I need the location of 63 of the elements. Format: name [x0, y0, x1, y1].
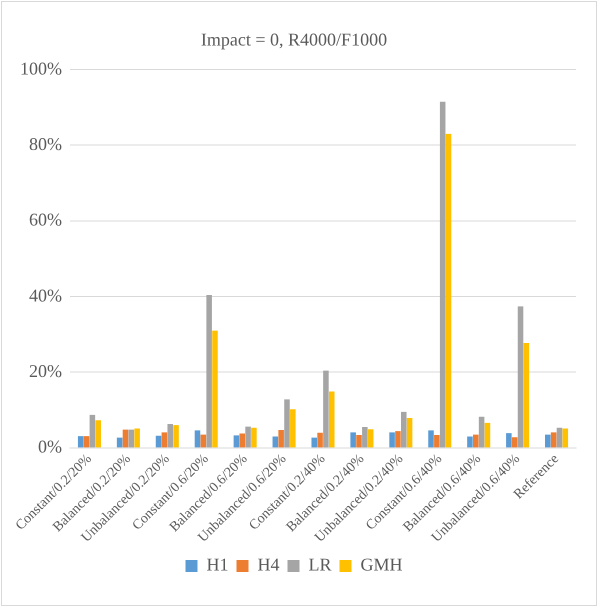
bar — [473, 434, 479, 448]
legend-label: H1 — [206, 554, 228, 575]
bar — [234, 435, 240, 448]
legend-label: H4 — [258, 554, 280, 575]
bar — [290, 409, 296, 448]
bar — [200, 434, 206, 448]
bar — [440, 102, 446, 448]
bar — [317, 432, 323, 448]
bar — [284, 399, 290, 448]
bar — [556, 428, 562, 448]
bar — [239, 433, 246, 448]
bar — [428, 430, 434, 448]
bar — [328, 391, 335, 448]
y-tick-label: 20% — [28, 360, 62, 381]
bar — [167, 424, 173, 448]
bar — [251, 428, 257, 448]
bar — [134, 428, 140, 448]
bar — [356, 434, 362, 448]
y-tick-label: 80% — [28, 134, 62, 154]
bar — [506, 433, 512, 448]
bar — [206, 295, 212, 448]
bar — [467, 436, 473, 448]
bar — [484, 422, 490, 448]
bar — [78, 436, 84, 448]
bar — [323, 370, 329, 448]
bar — [446, 134, 452, 448]
y-tick-label: 0% — [38, 436, 62, 457]
bar — [524, 343, 530, 448]
bar — [518, 306, 524, 448]
chart-title: Impact = 0, R4000/F1000 — [200, 30, 388, 50]
bar — [95, 420, 101, 448]
bar — [173, 425, 179, 448]
bar — [434, 434, 440, 448]
bar — [389, 432, 395, 448]
bar — [212, 330, 218, 448]
bar — [278, 430, 284, 448]
bar — [156, 436, 162, 448]
bar — [311, 438, 318, 448]
bar — [362, 427, 368, 448]
bar — [562, 428, 568, 448]
bar — [122, 430, 128, 448]
bar — [512, 437, 518, 448]
bar — [545, 434, 551, 448]
bar — [116, 438, 122, 448]
legend-label: LR — [308, 554, 332, 575]
bar — [550, 432, 556, 448]
bar — [90, 414, 96, 448]
bar — [368, 429, 374, 448]
bar — [395, 431, 401, 448]
y-tick-label: 40% — [28, 285, 62, 306]
bar — [84, 436, 90, 448]
bar — [478, 416, 484, 448]
bar — [406, 418, 412, 448]
bar — [272, 436, 278, 448]
bar — [350, 432, 356, 448]
y-tick-label: 100% — [20, 58, 62, 78]
bar — [245, 426, 251, 448]
bar — [194, 430, 200, 448]
legend-label: GMH — [360, 554, 403, 575]
bar — [128, 430, 134, 448]
y-tick-label: 60% — [28, 210, 62, 230]
bar — [162, 432, 168, 448]
bar — [400, 412, 407, 448]
